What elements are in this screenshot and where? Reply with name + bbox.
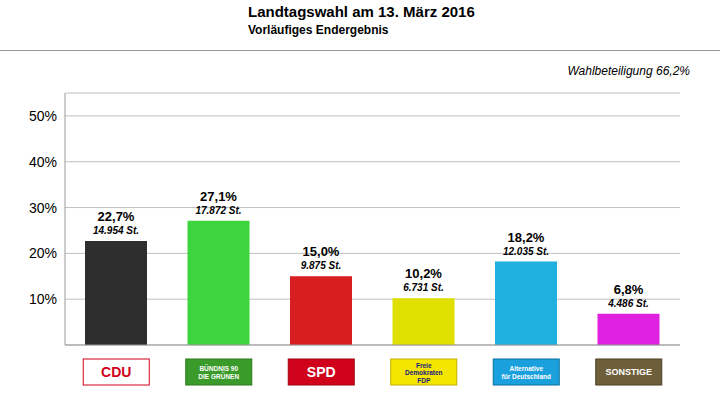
svg-text:50%: 50% [29,108,57,124]
svg-text:14.954 St.: 14.954 St. [93,225,139,236]
svg-text:17.872 St.: 17.872 St. [195,205,241,216]
svg-text:15,0%: 15,0% [303,244,340,259]
svg-text:4.486 St.: 4.486 St. [607,298,649,309]
html-text:Wahlbeteiligung 66,2%: Wahlbeteiligung 66,2% [567,64,690,78]
svg-text:6.731 St.: 6.731 St. [403,282,444,293]
svg-text:BÜNDNIS 90DIE GRÜNEN: BÜNDNIS 90DIE GRÜNEN [198,364,239,380]
svg-text:10,2%: 10,2% [405,266,442,281]
html-text:Landtagswahl am 13. März 2016: Landtagswahl am 13. März 2016 [248,3,475,20]
svg-text:22,7%: 22,7% [98,209,135,224]
svg-text:SPD: SPD [307,364,336,380]
svg-text:6,8%: 6,8% [614,282,644,297]
svg-text:18,2%: 18,2% [508,230,545,245]
svg-text:30%: 30% [29,200,57,216]
svg-text:12.035 St.: 12.035 St. [503,246,549,257]
svg-text:SONSTIGE: SONSTIGE [605,367,652,377]
svg-text:Alternativefür Deutschland: Alternativefür Deutschland [502,365,552,380]
svg-text:CDU: CDU [101,364,131,380]
svg-text:27,1%: 27,1% [200,189,237,204]
svg-text:40%: 40% [29,154,57,170]
svg-text:FreieDemokratenFDP: FreieDemokratenFDP [405,361,443,383]
svg-text:10%: 10% [29,291,57,307]
svg-text:9.875 St.: 9.875 St. [301,260,342,271]
html-text:Vorläufiges Endergebnis: Vorläufiges Endergebnis [248,23,389,37]
svg-text:20%: 20% [29,245,57,261]
